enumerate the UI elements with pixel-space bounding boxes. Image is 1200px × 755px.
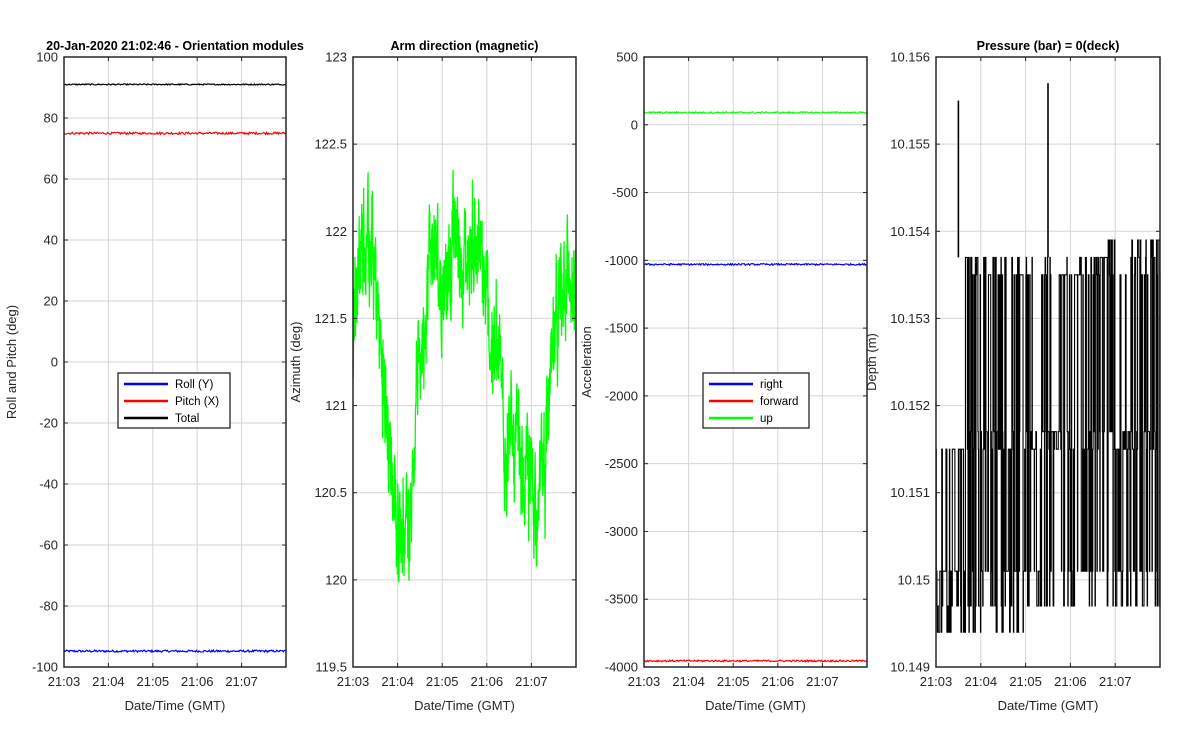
x-axis-title: Date/Time (GMT)	[414, 698, 515, 713]
series-roll-y	[63, 648, 287, 654]
x-axis-title: Date/Time (GMT)	[125, 698, 226, 713]
x-tick-label: 21:07	[1099, 674, 1132, 689]
series-depth	[935, 239, 1161, 633]
y-tick-label: 120	[325, 572, 347, 587]
series-forward	[643, 659, 868, 663]
x-tick-label: 21:06	[1054, 674, 1087, 689]
y-tick-label: 10.151	[890, 485, 930, 500]
y-tick-label: 500	[616, 50, 638, 65]
chart-title: 20-Jan-2020 21:02:46 - Orientation modul…	[46, 39, 304, 53]
y-tick-label: 10.152	[890, 398, 930, 413]
x-tick-label: 21:05	[717, 674, 750, 689]
legend-label: right	[760, 379, 783, 391]
chart-title: Pressure (bar) = 0(deck)	[977, 39, 1120, 53]
y-tick-label: 123	[325, 50, 347, 65]
y-tick-label: 119.5	[315, 660, 347, 675]
series-total	[63, 82, 287, 87]
chart-title: Arm direction (magnetic)	[391, 39, 539, 53]
y-tick-label: 20	[44, 294, 58, 309]
y-tick-label: 60	[44, 172, 58, 187]
series-right	[643, 262, 868, 267]
x-tick-label: 21:05	[1009, 674, 1042, 689]
y-tick-label: -2000	[605, 388, 638, 403]
y-tick-label: 100	[36, 50, 58, 65]
x-tick-label: 21:03	[628, 674, 661, 689]
legend-label: forward	[760, 396, 798, 408]
y-tick-label: 10.15	[897, 572, 930, 587]
y-tick-label: -20	[39, 416, 58, 431]
y-tick-label: 122.5	[314, 137, 347, 152]
x-tick-label: 21:05	[426, 674, 459, 689]
y-tick-label: -4000	[605, 660, 638, 675]
plot-area	[644, 57, 867, 667]
y-tick-label: -40	[39, 477, 58, 492]
y-tick-label: 10.155	[890, 137, 930, 152]
y-tick-label: 10.154	[890, 224, 930, 239]
y-tick-label: -80	[39, 599, 58, 614]
y-tick-label: 0	[631, 117, 638, 132]
plot-area	[353, 57, 576, 667]
x-tick-label: 21:03	[920, 674, 953, 689]
x-tick-label: 21:07	[515, 674, 548, 689]
y-tick-label: -3500	[605, 592, 638, 607]
y-tick-label: -3000	[605, 524, 638, 539]
y-axis-title: Depth (m)	[864, 333, 879, 391]
axes-box	[352, 56, 577, 668]
x-tick-label: 21:06	[762, 674, 795, 689]
axes-box	[935, 56, 1161, 668]
x-tick-label: 21:04	[965, 674, 998, 689]
x-tick-label: 21:06	[471, 674, 504, 689]
y-axis-title: Azimuth (deg)	[288, 322, 303, 403]
x-tick-label: 21:03	[337, 674, 370, 689]
y-tick-label: 121.5	[314, 311, 347, 326]
x-tick-label: 21:07	[806, 674, 839, 689]
y-tick-label: 122	[325, 224, 347, 239]
x-tick-label: 21:07	[225, 674, 258, 689]
y-tick-label: -1500	[605, 321, 638, 336]
x-axis-title: Date/Time (GMT)	[705, 698, 806, 713]
panel-3: 500 0 -500 -1000 -1500 -2000 -2500 -3000 -3500 -4…	[579, 50, 868, 713]
x-tick-label: 21:03	[48, 674, 81, 689]
legend-label: up	[760, 413, 773, 425]
series-pitch-x	[63, 130, 287, 136]
y-tick-label: -100	[32, 660, 58, 675]
legend-label: Total	[175, 413, 199, 425]
legend-label: Pitch (X)	[175, 396, 219, 408]
x-tick-label: 21:04	[381, 674, 414, 689]
x-tick-label: 21:04	[92, 674, 125, 689]
y-tick-label: -2500	[605, 456, 638, 471]
y-tick-label: -1000	[605, 253, 638, 268]
y-tick-label: 121	[325, 398, 347, 413]
x-tick-label: 21:06	[181, 674, 214, 689]
series-up	[643, 110, 868, 115]
panel-4: 10.156 10.155 10.154 10.153 10.152 10.151 10.1…	[864, 39, 1161, 713]
y-tick-label: 10.153	[890, 311, 930, 326]
axes-box	[643, 56, 868, 668]
legend: Roll (Y) Pitch (X) Total	[117, 372, 231, 429]
y-axis-title: Acceleration	[579, 326, 594, 398]
legend-label: Roll (Y)	[175, 379, 214, 391]
y-tick-label: 10.156	[890, 50, 930, 65]
y-tick-label: 0	[51, 355, 58, 370]
legend: right forward up	[702, 372, 810, 429]
panel-2: 123 122.5 122 121.5 121 120.5 120 119.521:03 21:…	[288, 39, 577, 713]
y-tick-label: -60	[39, 538, 58, 553]
y-tick-label: 40	[44, 233, 58, 248]
x-tick-label: 21:04	[672, 674, 705, 689]
x-axis-title: Date/Time (GMT)	[998, 698, 1099, 713]
y-tick-label: 10.149	[890, 660, 930, 675]
series-azimuth	[352, 169, 577, 583]
y-tick-label: 120.5	[314, 485, 347, 500]
y-tick-label: 80	[44, 111, 58, 126]
y-axis-title: Roll and Pitch (deg)	[4, 305, 19, 419]
y-tick-label: -500	[612, 185, 638, 200]
x-tick-label: 21:05	[137, 674, 170, 689]
